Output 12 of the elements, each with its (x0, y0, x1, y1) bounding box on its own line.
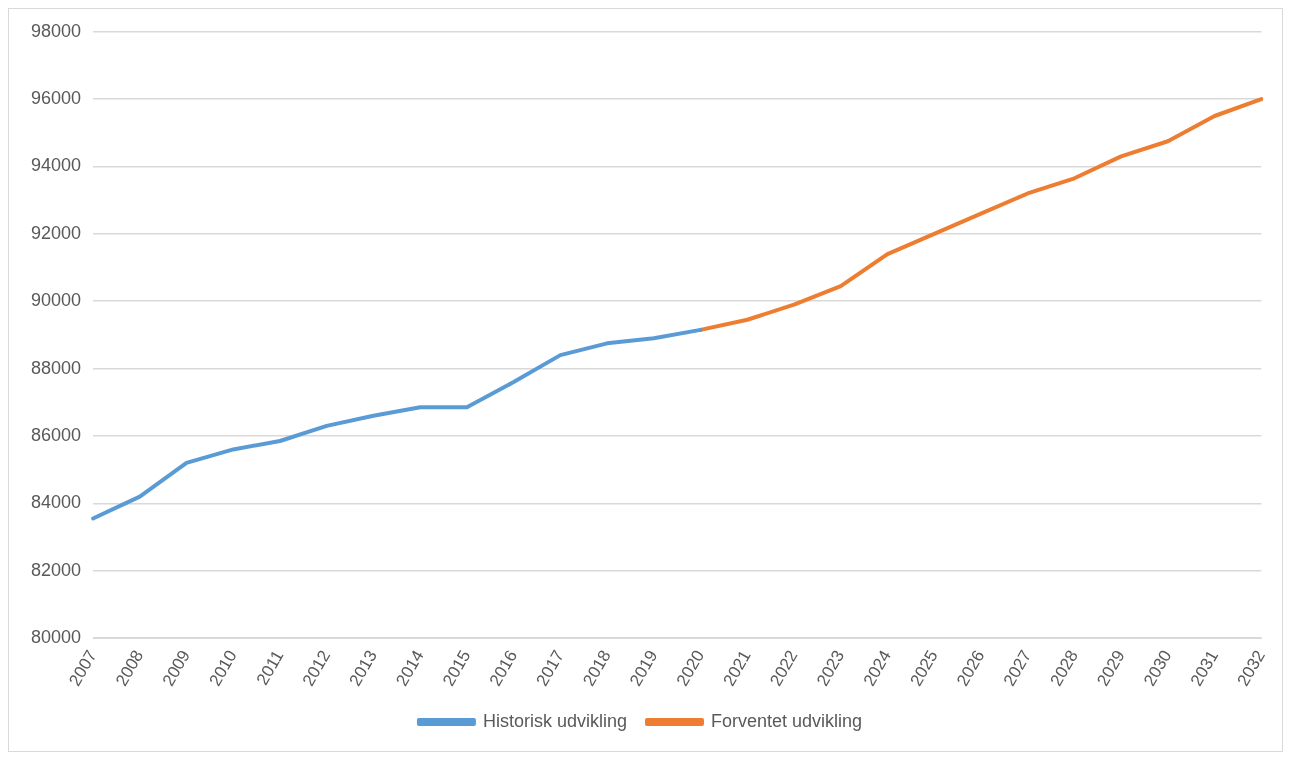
y-tick-label: 88000 (30, 357, 82, 378)
y-tick-label: 82000 (30, 559, 82, 580)
y-tick-label: 90000 (30, 290, 82, 311)
y-tick-label: 86000 (30, 424, 82, 445)
legend-label: Forventet udvikling (710, 710, 863, 731)
y-tick-label: 96000 (30, 88, 82, 109)
y-tick-label: 84000 (30, 492, 82, 513)
y-tick-label: 80000 (30, 627, 82, 648)
y-tick-label: 92000 (30, 222, 82, 243)
legend-label: Historisk udvikling (482, 710, 627, 731)
y-tick-label: 94000 (30, 155, 82, 176)
y-tick-label: 98000 (30, 20, 82, 41)
